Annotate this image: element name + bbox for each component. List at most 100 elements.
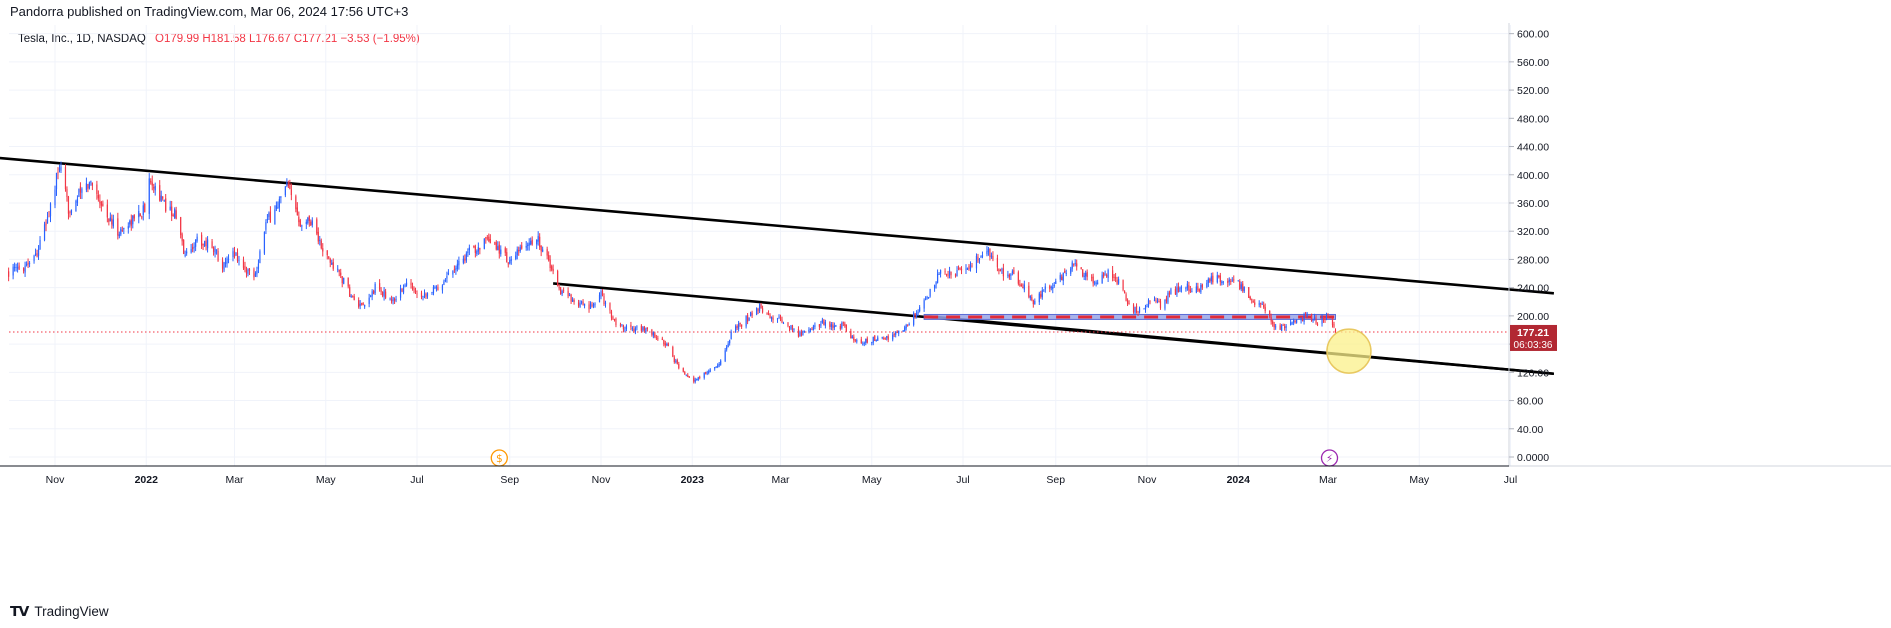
candle-body bbox=[1294, 320, 1296, 322]
candle-body bbox=[1291, 322, 1293, 324]
candle-body bbox=[1138, 308, 1141, 313]
candle-body bbox=[580, 301, 583, 303]
candle-body bbox=[863, 342, 865, 344]
candle-body bbox=[1258, 303, 1260, 305]
candle-body bbox=[455, 268, 457, 271]
candle-body bbox=[592, 304, 595, 307]
candle-body bbox=[390, 299, 393, 302]
candle-body bbox=[55, 172, 58, 190]
candle-body bbox=[1174, 289, 1177, 295]
published-note: Pandorra published on TradingView.com, M… bbox=[10, 4, 409, 19]
price-tick-label: 400.00 bbox=[1517, 170, 1549, 182]
candle-body bbox=[1269, 310, 1271, 318]
candle-body bbox=[1149, 301, 1151, 303]
candle-body bbox=[537, 236, 539, 242]
candle-body bbox=[630, 324, 632, 328]
candle-body bbox=[919, 307, 921, 312]
candle-body bbox=[389, 298, 391, 300]
candle-body bbox=[224, 261, 227, 265]
candle-body bbox=[358, 300, 360, 307]
candle-body bbox=[1261, 303, 1263, 305]
candle-body bbox=[183, 240, 185, 254]
candle-body bbox=[1239, 281, 1241, 290]
candle-body bbox=[1103, 273, 1105, 277]
candle-body bbox=[525, 246, 527, 248]
candle-body bbox=[797, 329, 800, 337]
candle-body bbox=[673, 357, 675, 363]
candle-body bbox=[557, 271, 559, 286]
candle-body bbox=[1321, 316, 1323, 324]
candle-body bbox=[453, 269, 456, 271]
candle-body bbox=[401, 288, 403, 292]
last-price-label: 177.21 bbox=[1517, 327, 1549, 339]
candle-body bbox=[184, 254, 186, 256]
candle-body bbox=[498, 244, 500, 254]
candle-body bbox=[494, 242, 496, 244]
candle-body bbox=[830, 324, 832, 328]
candle-body bbox=[399, 288, 402, 298]
candle-body bbox=[1062, 272, 1064, 281]
candle-body bbox=[625, 325, 628, 330]
candle-body bbox=[610, 311, 613, 318]
chart-drawings bbox=[0, 156, 1555, 376]
time-tick-label: May bbox=[862, 474, 883, 486]
candle-body bbox=[174, 209, 176, 218]
candle-body bbox=[661, 338, 663, 340]
candle-body bbox=[881, 337, 883, 339]
symbol-title[interactable]: Tesla, Inc., 1D, NASDAQ bbox=[18, 33, 146, 45]
candle-body bbox=[331, 262, 333, 265]
candle-body bbox=[248, 268, 251, 271]
candle-body bbox=[717, 365, 719, 367]
candle-body bbox=[745, 316, 747, 327]
candle-body bbox=[383, 290, 385, 297]
candle-body bbox=[1263, 304, 1265, 308]
candle-body bbox=[1177, 286, 1180, 292]
candle-body bbox=[384, 291, 387, 298]
candle-body bbox=[232, 251, 234, 258]
candle-body bbox=[1034, 300, 1036, 305]
candle-body bbox=[402, 287, 405, 293]
candle-body bbox=[714, 367, 716, 369]
candle-body bbox=[275, 205, 277, 209]
candle-body bbox=[1064, 270, 1066, 273]
candle-body bbox=[824, 322, 826, 326]
candle-body bbox=[536, 239, 538, 245]
candle-body bbox=[682, 368, 684, 372]
candle-body bbox=[368, 297, 370, 304]
candle-body bbox=[15, 266, 17, 268]
candle-body bbox=[1097, 282, 1099, 284]
candle-body bbox=[1029, 296, 1031, 299]
candle-body bbox=[1132, 304, 1135, 313]
candle-body bbox=[724, 350, 726, 362]
candle-body bbox=[361, 303, 363, 305]
candle-body bbox=[39, 239, 41, 250]
candle-body bbox=[978, 259, 981, 260]
candle-body bbox=[954, 274, 957, 277]
candle-body bbox=[298, 216, 300, 223]
candle-body bbox=[1209, 278, 1211, 282]
candle-body bbox=[959, 267, 961, 270]
time-tick-label: Mar bbox=[225, 474, 244, 486]
candle-body bbox=[66, 189, 68, 198]
candle-body bbox=[612, 317, 614, 320]
candle-body bbox=[212, 247, 215, 252]
candle-body bbox=[820, 323, 822, 326]
candle-body bbox=[362, 303, 364, 306]
candle-body bbox=[736, 325, 738, 329]
candle-body bbox=[604, 302, 607, 304]
candle-body bbox=[374, 283, 376, 294]
candle-body bbox=[841, 323, 843, 328]
candle-body bbox=[640, 325, 642, 331]
candle-body bbox=[395, 299, 397, 301]
candle-body bbox=[203, 241, 206, 246]
price-tick-label: 560.00 bbox=[1517, 57, 1549, 69]
candle-body bbox=[842, 322, 844, 324]
candle-body bbox=[506, 252, 508, 263]
candle-body bbox=[684, 371, 686, 375]
candle-body bbox=[1038, 293, 1040, 303]
candle-body bbox=[730, 331, 732, 340]
candle-body bbox=[221, 260, 224, 269]
candle-body bbox=[1218, 275, 1220, 278]
